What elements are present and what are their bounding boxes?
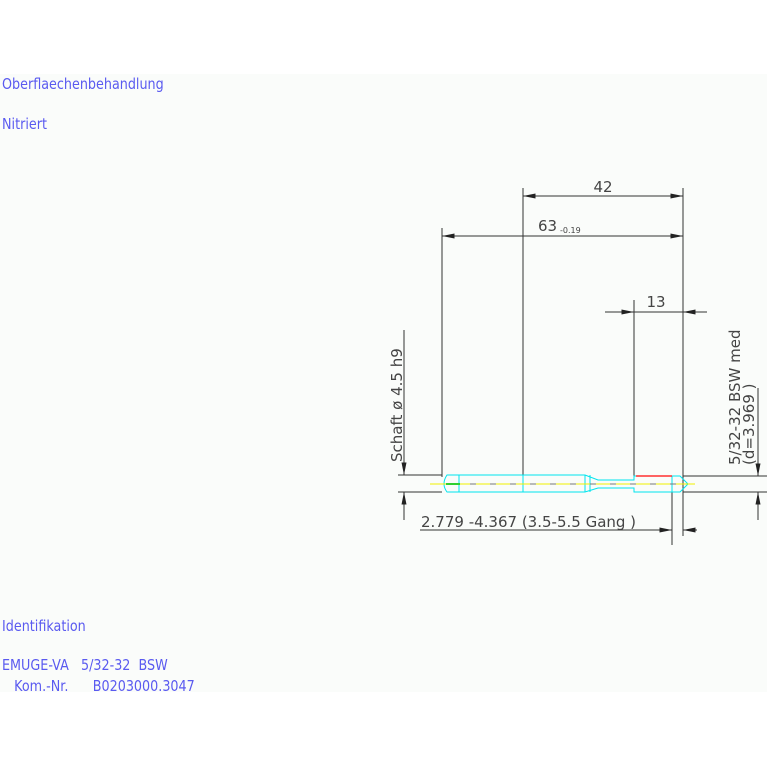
dim-text-thread-d: (d=3.969 ): [740, 383, 758, 465]
identification-label: Identifikation: [2, 617, 86, 635]
identification-line-2: Kom.-Nr. B0203000.3047: [2, 677, 195, 695]
dim-text-63: 63: [538, 217, 557, 235]
surface-treatment-label: Oberflaechenbehandlung: [2, 75, 164, 93]
dim-text-13: 13: [646, 293, 665, 311]
dim-text-63-tolerance: -0.19: [560, 226, 581, 235]
dim-text-42: 42: [593, 178, 612, 196]
dim-text-thread: 5/32-32 BSW med: [726, 330, 744, 465]
identification-line-1: EMUGE-VA 5/32-32 BSW: [2, 656, 168, 674]
dim-text-chamfer: 2.779 -4.367 (3.5-5.5 Gang ): [421, 513, 636, 531]
surface-treatment-value: Nitriert: [2, 115, 47, 133]
drawing-sheet: [0, 74, 767, 692]
dim-text-shank: Schaft ø 4.5 h9: [388, 348, 406, 462]
